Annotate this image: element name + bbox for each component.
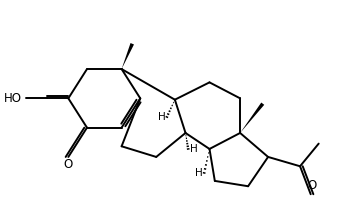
Text: HO: HO: [4, 92, 22, 105]
Text: H: H: [189, 144, 197, 154]
Polygon shape: [240, 102, 264, 133]
Polygon shape: [122, 43, 134, 69]
Text: H: H: [158, 112, 166, 122]
Text: O: O: [307, 179, 316, 192]
Text: H: H: [195, 168, 203, 178]
Text: O: O: [64, 158, 73, 171]
